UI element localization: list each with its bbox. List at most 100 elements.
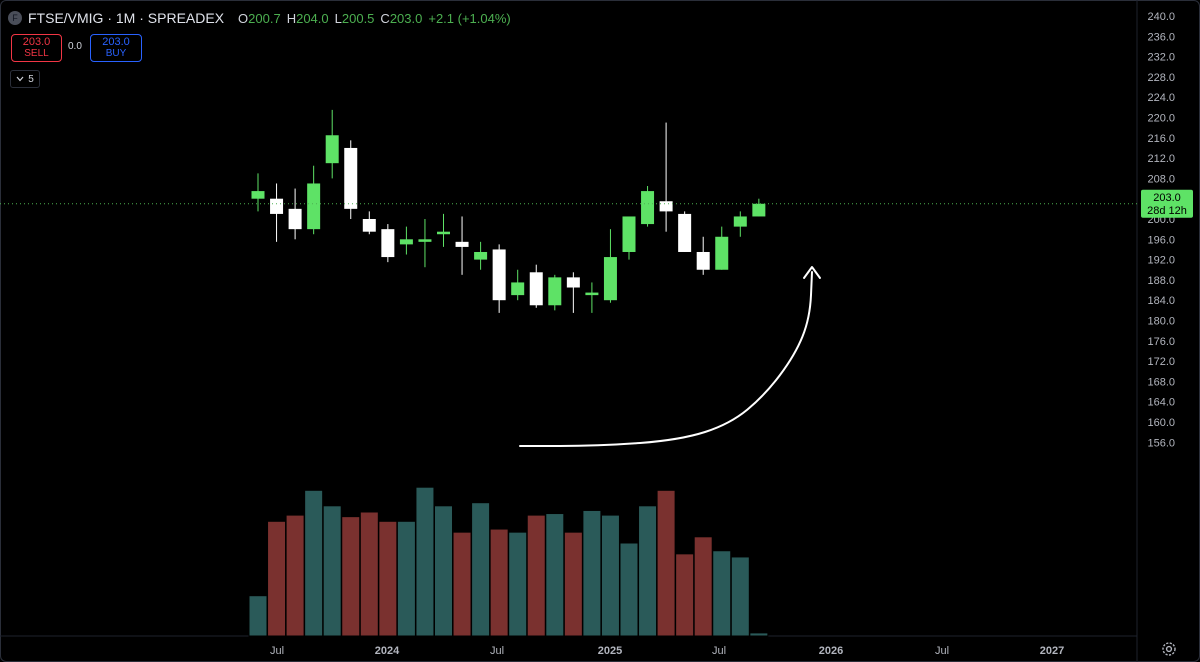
- volume-bar: [582, 509, 602, 637]
- y-tick-label: 164.0: [1147, 397, 1175, 409]
- gear-icon[interactable]: [1160, 640, 1178, 658]
- chevron-down-icon: [16, 76, 24, 82]
- sell-price: 203.0: [22, 36, 51, 48]
- x-tick-label: 2026: [819, 645, 843, 657]
- high-value: 204.0: [296, 10, 329, 26]
- volume-bar: [322, 505, 342, 637]
- low-value: 200.5: [341, 10, 375, 26]
- x-tick-label: 2024: [375, 645, 400, 657]
- volume-bar: [396, 520, 416, 637]
- y-tick-label: 228.0: [1147, 72, 1175, 84]
- volume-bar: [285, 514, 305, 637]
- chart-header: F FTSE/VMIG · 1M · SPREADEX O 200.7 H 204.…: [8, 8, 511, 28]
- y-tick-label: 176.0: [1147, 336, 1175, 348]
- symbol-logo-icon[interactable]: F: [8, 11, 22, 25]
- buy-label: BUY: [105, 48, 127, 59]
- volume-bar: [526, 514, 546, 637]
- annotation-arrowhead: [803, 266, 821, 279]
- volume-bar: [712, 550, 732, 637]
- y-tick-label: 208.0: [1147, 173, 1175, 185]
- candle-body: [437, 231, 450, 235]
- volume-bar: [489, 528, 509, 637]
- y-tick-label: 184.0: [1147, 295, 1175, 307]
- volume-bar: [675, 553, 695, 637]
- volume-bar: [749, 632, 769, 637]
- volume-bar: [638, 505, 658, 637]
- last-price-tag: [1141, 189, 1193, 218]
- y-tick-label: 220.0: [1147, 113, 1175, 125]
- candle-body: [362, 219, 376, 232]
- volume-bar: [434, 505, 453, 637]
- volume-bar: [730, 556, 750, 637]
- volume-bar: [267, 520, 287, 637]
- sell-label: SELL: [24, 48, 49, 59]
- candle-body: [566, 277, 580, 288]
- volume-bar: [600, 514, 620, 637]
- volume-bar: [378, 520, 398, 637]
- candle-body: [622, 216, 636, 252]
- candle-body: [455, 241, 469, 247]
- x-tick-label: Jul: [490, 645, 504, 657]
- close-label: C: [380, 10, 390, 26]
- volume-bar: [545, 513, 565, 637]
- candle-body: [696, 251, 710, 270]
- close-value: 203.0: [389, 10, 423, 26]
- y-tick-label: 180.0: [1147, 316, 1175, 328]
- x-tick-label: Jul: [935, 645, 949, 657]
- volume-bar: [452, 531, 472, 637]
- volume-bar: [304, 489, 324, 637]
- volume-bar: [656, 489, 676, 637]
- open-value: 200.7: [248, 10, 281, 26]
- candle-body: [399, 239, 413, 245]
- y-tick-label: 216.0: [1147, 133, 1175, 145]
- y-tick-label: 212.0: [1147, 153, 1175, 165]
- candle-body: [529, 272, 543, 306]
- candle-body: [344, 147, 358, 209]
- volume-bar: [563, 531, 583, 637]
- y-tick-label: 224.0: [1147, 92, 1175, 104]
- y-tick-label: 168.0: [1147, 376, 1175, 388]
- candle-body: [511, 282, 525, 296]
- candle-body: [585, 292, 599, 296]
- spread-value: 0.0: [68, 41, 82, 52]
- candle-body: [548, 277, 562, 306]
- candle-body: [492, 249, 506, 301]
- volume-bar: [508, 531, 528, 637]
- candle-body: [752, 203, 766, 217]
- candle-body: [418, 239, 432, 242]
- volume-bar: [693, 536, 713, 637]
- annotation-curve: [519, 271, 813, 448]
- candle-body: [715, 236, 729, 270]
- buy-price: 203.0: [102, 36, 130, 48]
- y-tick-label: 172.0: [1147, 356, 1175, 368]
- indicators-toggle-button[interactable]: 5: [10, 70, 40, 88]
- y-tick-label: 192.0: [1147, 255, 1175, 267]
- open-label: O: [238, 10, 249, 26]
- volume-bar: [415, 486, 435, 637]
- candle-body: [659, 201, 673, 212]
- y-tick-label: 240.0: [1147, 11, 1175, 23]
- y-tick-label: 232.0: [1147, 52, 1175, 64]
- candle-body: [325, 135, 339, 164]
- candle-body: [288, 208, 302, 230]
- last-price-value: 203.0: [1153, 192, 1181, 204]
- y-tick-label: 188.0: [1147, 275, 1175, 287]
- candle-body: [474, 251, 488, 260]
- candle-body: [307, 183, 321, 230]
- x-tick-label: Jul: [270, 645, 284, 657]
- symbol-title[interactable]: FTSE/VMIG · 1M · SPREADEX: [28, 10, 225, 26]
- volume-bar: [471, 502, 491, 637]
- volume-bar: [248, 595, 268, 637]
- candle-body: [251, 191, 265, 199]
- y-tick-label: 160.0: [1147, 417, 1175, 429]
- indicator-count: 5: [28, 73, 34, 85]
- candle-body: [270, 198, 284, 214]
- countdown-value: 28d 12h: [1147, 205, 1187, 217]
- sell-button[interactable]: 203.0 SELL: [11, 34, 62, 62]
- candle-body: [641, 191, 655, 225]
- y-tick-label: 196.0: [1147, 234, 1175, 246]
- candle-body: [733, 216, 747, 227]
- buy-button[interactable]: 203.0 BUY: [90, 34, 142, 62]
- volume-bar: [341, 516, 361, 637]
